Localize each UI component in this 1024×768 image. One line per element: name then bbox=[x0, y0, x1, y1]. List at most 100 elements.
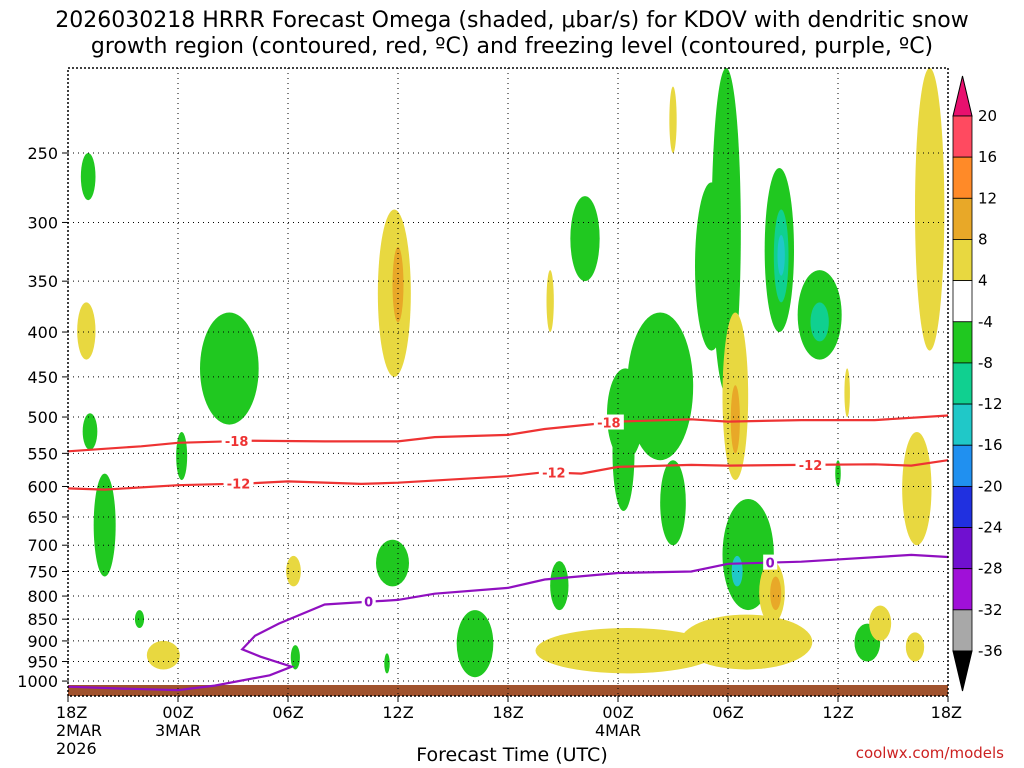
y-tick-label-950: 950 bbox=[27, 653, 58, 672]
y-tick-label-300: 300 bbox=[27, 213, 58, 232]
omega-region-8 bbox=[384, 653, 390, 674]
omega-region-34 bbox=[680, 614, 813, 670]
omega-region-17 bbox=[711, 68, 741, 394]
colorbar-swatch-7 bbox=[952, 403, 973, 446]
site-credit: coolwx.com/models bbox=[855, 744, 1004, 762]
colorbar-swatch-12 bbox=[952, 609, 973, 652]
colorbar-swatch-4 bbox=[952, 280, 973, 323]
colorbar-swatch-3 bbox=[952, 239, 973, 282]
x-tick-label-1: 00Z bbox=[162, 703, 193, 722]
y-axis: 250 300 350 400 450 500 550 600 650 700 750 800 850 9… bbox=[17, 144, 68, 691]
colorbar-label--4: -4 bbox=[978, 313, 993, 331]
omega-shading-layer bbox=[77, 68, 945, 678]
omega-region-27 bbox=[77, 302, 96, 360]
omega-region-15 bbox=[660, 460, 686, 546]
x-tick-label-7: 12Z bbox=[822, 703, 853, 722]
y-tick-label-250: 250 bbox=[27, 144, 58, 163]
colorbar-swatch-0 bbox=[952, 115, 973, 158]
colorbar-label-8: 8 bbox=[978, 230, 988, 248]
omega-region-6 bbox=[290, 645, 300, 670]
x-axis-label: Forecast Time (UTC) bbox=[416, 744, 608, 766]
colorbar-label-20: 20 bbox=[978, 107, 997, 125]
x-tick-sublabel-1-0: 3MAR bbox=[155, 721, 201, 740]
omega-region-28 bbox=[146, 640, 180, 670]
y-tick-label-750: 750 bbox=[27, 562, 58, 581]
chart-title-line-2: growth region (contoured, red, ºC) and f… bbox=[90, 34, 934, 59]
contour-layer: -18 -18 -12 -12 -12 0 0 bbox=[68, 414, 948, 692]
colorbar-bottom-arrow bbox=[952, 650, 973, 692]
colorbar: 20 16 12 8 4 -4 -8 -12 -16 -20 -24 -28 -32 -36 bbox=[952, 75, 1003, 692]
contour-label-bg--18-0 bbox=[221, 433, 252, 449]
contour-label--12-2: -12 bbox=[799, 459, 823, 474]
x-tick-sublabel-5-0: 4MAR bbox=[595, 721, 641, 740]
contour-label-0-0: 0 bbox=[364, 596, 373, 611]
colorbar-label--32: -32 bbox=[978, 601, 1003, 619]
colorbar-label--8: -8 bbox=[978, 354, 993, 372]
omega-region-43 bbox=[905, 632, 925, 662]
colorbar-swatch-2 bbox=[952, 197, 973, 240]
colorbar-label--36: -36 bbox=[978, 642, 1003, 660]
y-tick-label-450: 450 bbox=[27, 368, 58, 387]
omega-region-42 bbox=[915, 68, 945, 351]
omega-region-31 bbox=[392, 247, 404, 323]
chart-title-line-1: 2026030218 HRRR Forecast Omega (shaded, … bbox=[55, 8, 969, 33]
colorbar-label--28: -28 bbox=[978, 560, 1003, 578]
omega-region-11 bbox=[570, 196, 600, 282]
omega-region-14 bbox=[627, 312, 694, 461]
omega-region-22 bbox=[810, 302, 829, 342]
omega-region-9 bbox=[456, 610, 494, 678]
omega-region-44 bbox=[669, 86, 677, 153]
ground-strip bbox=[68, 685, 948, 696]
omega-region-4 bbox=[176, 431, 188, 481]
colorbar-swatch-8 bbox=[952, 444, 973, 487]
x-tick-label-0: 18Z bbox=[56, 703, 87, 722]
colorbar-label-16: 16 bbox=[978, 148, 997, 166]
contour-label-0-1: 0 bbox=[766, 557, 775, 572]
colorbar-label--24: -24 bbox=[978, 519, 1003, 537]
colorbar-label--20: -20 bbox=[978, 477, 1003, 495]
colorbar-swatch-11 bbox=[952, 568, 973, 611]
omega-region-38 bbox=[770, 576, 782, 611]
x-tick-label-6: 06Z bbox=[712, 703, 743, 722]
contour-line--18 bbox=[68, 414, 948, 453]
colorbar-swatch-10 bbox=[952, 527, 973, 570]
omega-region-7 bbox=[376, 539, 409, 587]
colorbar-swatch-9 bbox=[952, 485, 973, 528]
contour-line-0 bbox=[68, 553, 948, 692]
omega-region-1 bbox=[82, 413, 98, 450]
y-tick-label-800: 800 bbox=[27, 587, 58, 606]
y-tick-label-850: 850 bbox=[27, 610, 58, 629]
y-tick-label-550: 550 bbox=[27, 444, 58, 463]
omega-region-3 bbox=[134, 610, 145, 629]
x-tick-label-3: 12Z bbox=[382, 703, 413, 722]
plot-background bbox=[68, 68, 948, 696]
x-tick-sublabel-0-0: 2MAR bbox=[56, 721, 102, 740]
colorbar-swatch-1 bbox=[952, 156, 973, 199]
colorbar-top-arrow bbox=[952, 75, 973, 117]
contour-label--12-0: -12 bbox=[227, 478, 251, 493]
y-tick-label-400: 400 bbox=[27, 323, 58, 342]
omega-region-5 bbox=[200, 312, 259, 425]
omega-region-2 bbox=[93, 473, 116, 577]
colorbar-label-12: 12 bbox=[978, 189, 997, 207]
omega-region-20 bbox=[777, 234, 785, 276]
contour-label--12-1: -12 bbox=[542, 467, 566, 482]
colorbar-label-4: 4 bbox=[978, 272, 988, 290]
colorbar-swatch-5 bbox=[952, 321, 973, 364]
contour-label-bg-0-1 bbox=[763, 554, 778, 570]
x-tick-sublabel-0-1: 2026 bbox=[56, 739, 97, 758]
colorbar-label--12: -12 bbox=[978, 395, 1003, 413]
contour-label-bg--18-1 bbox=[593, 414, 624, 430]
y-tick-label-1000: 1000 bbox=[17, 672, 58, 691]
contour-label-bg--12-2 bbox=[795, 456, 826, 472]
colorbar-label--16: -16 bbox=[978, 436, 1003, 454]
omega-region-41 bbox=[902, 431, 932, 546]
y-tick-label-350: 350 bbox=[27, 272, 58, 291]
x-tick-label-5: 00Z bbox=[602, 703, 633, 722]
omega-region-36 bbox=[730, 385, 740, 454]
x-tick-label-2: 06Z bbox=[272, 703, 303, 722]
y-tick-label-650: 650 bbox=[27, 508, 58, 527]
y-tick-label-500: 500 bbox=[27, 408, 58, 427]
